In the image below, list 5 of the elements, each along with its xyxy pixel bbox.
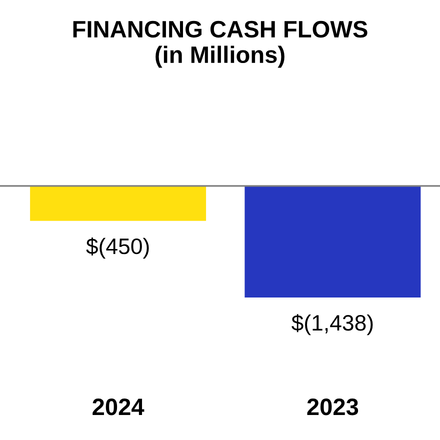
- x-tick-label: 2024: [92, 398, 144, 416]
- data-label: $(450): [86, 238, 149, 259]
- chart-title: FINANCING CASH FLOWS (in Millions): [73, 20, 368, 68]
- data-label: $(1,438): [292, 314, 373, 336]
- x-tick-label: 2023: [307, 398, 358, 416]
